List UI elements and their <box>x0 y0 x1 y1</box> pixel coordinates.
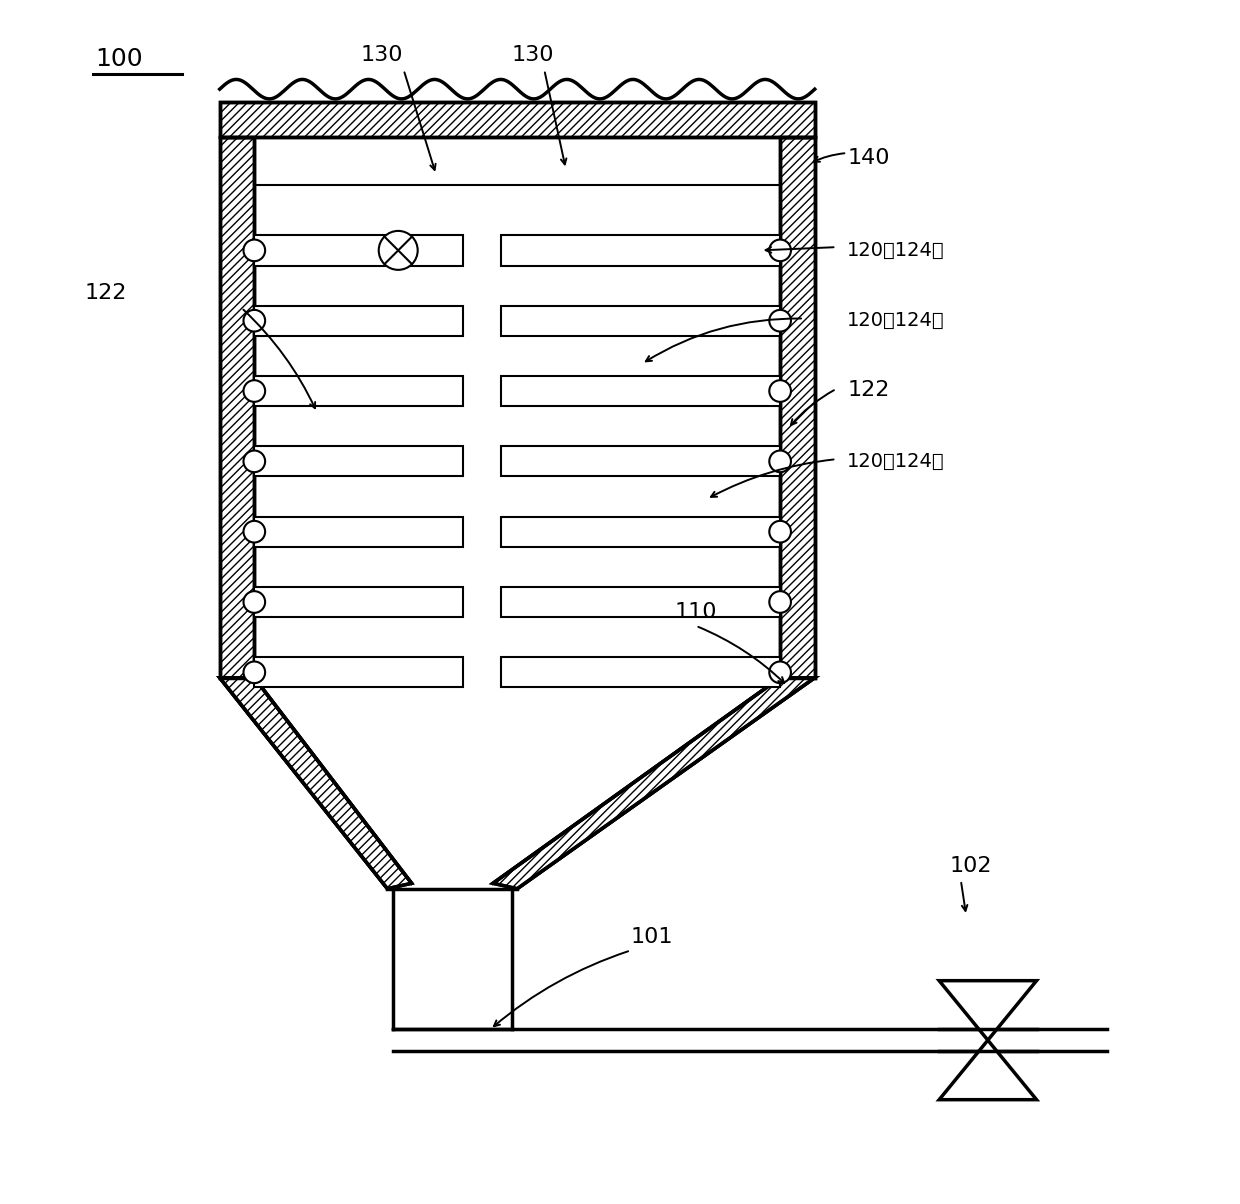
Circle shape <box>243 380 265 402</box>
Text: 100: 100 <box>95 47 143 71</box>
Circle shape <box>243 309 265 331</box>
FancyBboxPatch shape <box>501 586 780 618</box>
Text: 122: 122 <box>847 380 889 401</box>
Circle shape <box>243 591 265 613</box>
FancyBboxPatch shape <box>501 376 780 406</box>
Circle shape <box>769 380 791 402</box>
Text: 130: 130 <box>512 45 554 65</box>
FancyBboxPatch shape <box>501 306 780 336</box>
Circle shape <box>243 661 265 683</box>
Text: 110: 110 <box>675 602 717 622</box>
Text: 120（124）: 120（124） <box>847 241 945 260</box>
Circle shape <box>769 521 791 543</box>
FancyBboxPatch shape <box>501 235 780 266</box>
Polygon shape <box>219 678 412 889</box>
FancyBboxPatch shape <box>501 517 780 547</box>
FancyBboxPatch shape <box>254 447 463 477</box>
FancyBboxPatch shape <box>254 586 463 618</box>
Circle shape <box>769 661 791 683</box>
Text: 102: 102 <box>950 856 992 877</box>
FancyBboxPatch shape <box>219 137 254 678</box>
Text: 122: 122 <box>84 283 126 303</box>
Circle shape <box>243 521 265 543</box>
FancyBboxPatch shape <box>254 376 463 406</box>
FancyBboxPatch shape <box>254 517 463 547</box>
Circle shape <box>378 231 418 270</box>
Text: 101: 101 <box>631 927 673 946</box>
Text: 120（124）: 120（124） <box>847 311 945 330</box>
Text: 130: 130 <box>361 45 403 65</box>
FancyBboxPatch shape <box>254 306 463 336</box>
Circle shape <box>769 591 791 613</box>
Circle shape <box>243 450 265 472</box>
FancyBboxPatch shape <box>254 657 463 687</box>
Polygon shape <box>939 981 1037 1040</box>
FancyBboxPatch shape <box>219 102 815 137</box>
Circle shape <box>769 450 791 472</box>
FancyBboxPatch shape <box>501 447 780 477</box>
Text: 140: 140 <box>847 148 890 167</box>
FancyBboxPatch shape <box>780 137 815 678</box>
Circle shape <box>769 240 791 261</box>
FancyBboxPatch shape <box>501 657 780 687</box>
Polygon shape <box>494 678 815 889</box>
Text: 120（124）: 120（124） <box>847 452 945 471</box>
Circle shape <box>769 309 791 331</box>
Circle shape <box>243 240 265 261</box>
Polygon shape <box>939 1040 1037 1099</box>
FancyBboxPatch shape <box>254 235 463 266</box>
